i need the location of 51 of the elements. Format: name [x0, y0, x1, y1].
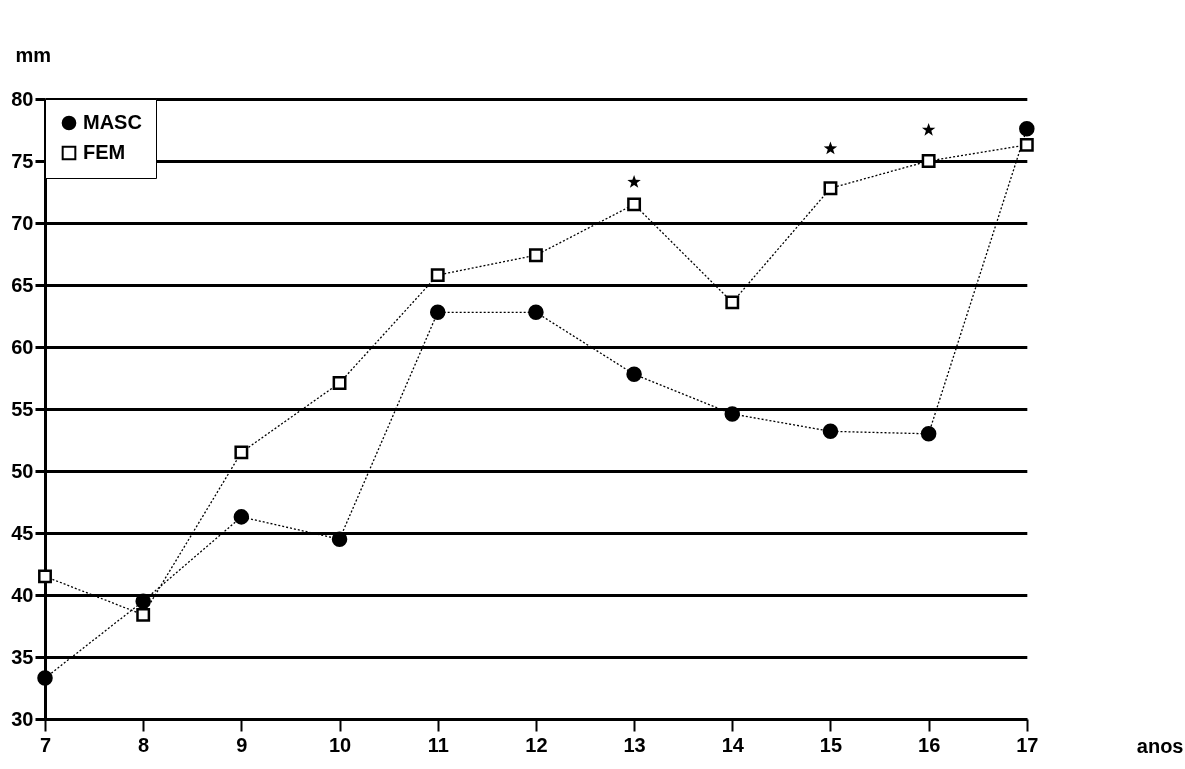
point	[822, 423, 839, 440]
point	[528, 248, 543, 263]
point	[920, 426, 937, 442]
point	[332, 376, 347, 390]
y-tick-label: 55	[11, 397, 34, 420]
x-tick-label: 8	[138, 733, 150, 756]
point	[37, 670, 53, 686]
point	[823, 181, 838, 196]
point	[627, 175, 641, 188]
x-tick-label: 7	[39, 733, 52, 756]
y-tick-label: 50	[11, 459, 34, 482]
x-tick-label: 12	[525, 733, 548, 756]
y-tick-label: 70	[11, 211, 34, 234]
point	[430, 268, 445, 283]
point	[823, 141, 838, 155]
point	[1019, 121, 1035, 137]
point	[626, 366, 642, 383]
x-tick-label: 10	[328, 733, 352, 756]
y-tick-label: 40	[11, 583, 34, 606]
point	[724, 406, 741, 422]
y-tick-label: 60	[11, 335, 34, 358]
point	[725, 295, 740, 310]
legend-label: MASC	[83, 111, 142, 133]
y-tick-label: 65	[11, 273, 34, 296]
x-tick-label: 13	[623, 733, 646, 756]
point	[233, 509, 250, 525]
y-tick-label: 30	[11, 707, 34, 730]
point	[921, 122, 936, 136]
x-tick-label: 16	[918, 733, 941, 756]
point	[627, 197, 642, 212]
y-tick-label: 80	[11, 87, 34, 110]
point	[921, 154, 936, 168]
y-tick-label: 75	[11, 149, 34, 172]
point	[38, 569, 52, 584]
x-tick-label: 11	[427, 733, 449, 756]
y-tick-label: 35	[11, 645, 34, 668]
x-tick-label: 14	[721, 733, 745, 756]
point	[429, 304, 446, 321]
point	[136, 607, 151, 622]
y-tick-label: 45	[11, 521, 34, 544]
legend-label: FEM	[83, 141, 126, 163]
x-tick-label: 15	[819, 733, 843, 756]
point	[1019, 137, 1034, 152]
point	[135, 593, 151, 609]
point	[528, 304, 544, 321]
x-axis-title: anos	[1136, 734, 1184, 757]
point	[234, 445, 249, 460]
x-tick-label: 17	[1016, 733, 1039, 756]
point	[331, 531, 348, 547]
x-tick-label: 9	[236, 733, 248, 756]
y-axis-title: mm	[15, 43, 52, 66]
